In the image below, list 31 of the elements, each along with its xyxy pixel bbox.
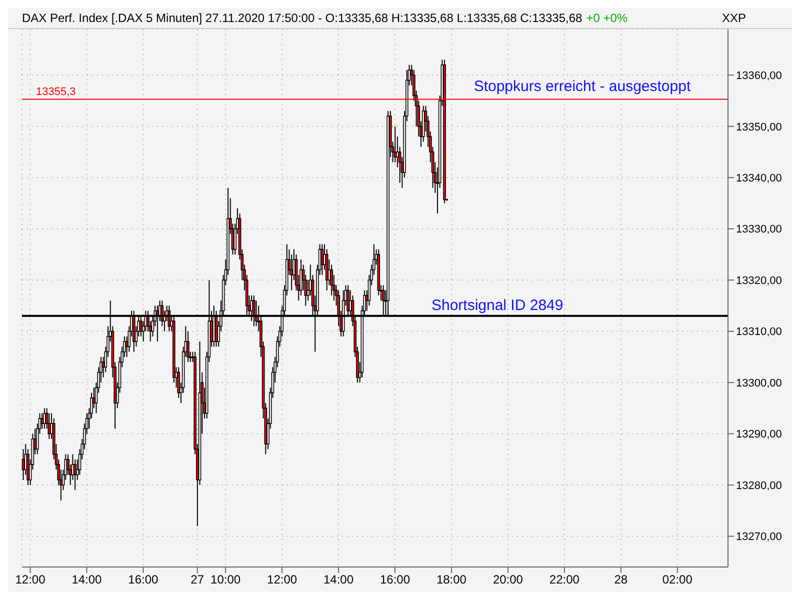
x-tick-label: 28 — [614, 572, 628, 587]
chart-subtitle: +0 +0% — [586, 10, 628, 27]
y-tick-label: 13340,00 — [736, 172, 782, 184]
text: XXP — [722, 11, 748, 25]
x-tick-label: 18:00 — [436, 572, 467, 587]
ref-line-label: Shortsignal ID 2849 — [431, 296, 564, 314]
x-tick-label: 14:00 — [324, 572, 354, 587]
y-tick-label: 13290,00 — [736, 428, 782, 441]
y-tick-label: 13300,00 — [736, 377, 782, 390]
y-tick-label: 13330,00 — [736, 224, 782, 236]
ref-line-label: 13355,3 — [36, 86, 76, 98]
y-tick-label: 13350,00 — [736, 121, 782, 134]
x-tick-label: 12:00 — [15, 572, 46, 587]
chart-title: DAX Perf. Index [.DAX 5 Minuten] 27.11.2020 17:50:00 - O:13335,68 H:13335,68 L:13335,68 C:13335,68 — [22, 10, 582, 27]
x-tick-label: 20:00 — [492, 572, 524, 587]
y-tick-label: 13320,00 — [736, 274, 782, 287]
x-tick-label: 02:00 — [662, 572, 693, 587]
x-tick-label: 27 — [190, 572, 204, 587]
x-tick-label: 16:00 — [380, 572, 410, 587]
candlestick — [43, 408, 46, 430]
x-tick-label: 10:00 — [210, 572, 241, 587]
candlestick — [74, 458, 76, 491]
annotation: Stoppkurs erreicht - ausgestoppt — [474, 78, 692, 96]
y-tick-label: 13280,00 — [736, 480, 782, 492]
y-tick-label: 13270,00 — [736, 531, 782, 544]
x-tick-label: 14:00 — [72, 572, 102, 587]
x-tick-label: 12:00 — [267, 572, 298, 587]
y-tick-label: 13360,00 — [736, 70, 782, 82]
x-tick-label: 16:00 — [128, 572, 159, 587]
y-tick-label: 13310,00 — [736, 326, 782, 338]
x-tick-label: 22:00 — [549, 572, 580, 587]
